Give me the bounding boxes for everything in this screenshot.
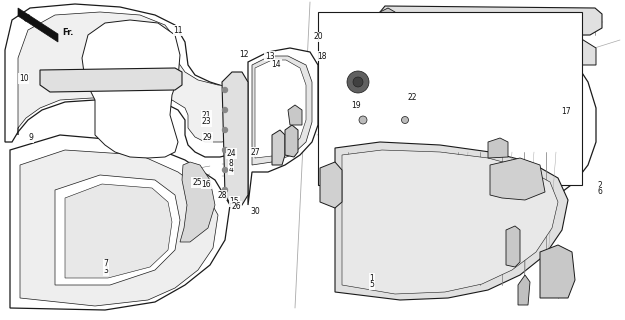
Circle shape	[428, 83, 432, 87]
Text: 28: 28	[217, 191, 227, 200]
Text: 30: 30	[250, 207, 260, 216]
Circle shape	[222, 148, 228, 153]
Text: 1: 1	[369, 274, 374, 283]
Polygon shape	[398, 113, 412, 131]
Text: 6: 6	[598, 188, 602, 196]
Text: 4: 4	[229, 165, 234, 174]
Polygon shape	[320, 162, 342, 208]
Text: 19: 19	[351, 101, 361, 110]
Text: Fr.: Fr.	[62, 28, 73, 36]
Polygon shape	[65, 184, 172, 278]
Polygon shape	[488, 138, 508, 158]
Polygon shape	[180, 162, 215, 242]
Polygon shape	[380, 6, 602, 36]
Circle shape	[428, 163, 432, 167]
Text: 27: 27	[250, 148, 260, 156]
Polygon shape	[248, 48, 318, 205]
Circle shape	[428, 123, 432, 127]
FancyBboxPatch shape	[318, 12, 582, 185]
Text: 9: 9	[29, 133, 34, 142]
Polygon shape	[355, 108, 372, 132]
Polygon shape	[325, 134, 340, 157]
Text: 17: 17	[561, 107, 571, 116]
Polygon shape	[335, 142, 568, 300]
Text: 11: 11	[173, 26, 183, 35]
Circle shape	[400, 67, 410, 77]
Text: 10: 10	[19, 74, 29, 83]
Polygon shape	[272, 130, 285, 165]
Text: 14: 14	[271, 60, 281, 68]
Circle shape	[222, 167, 228, 172]
Polygon shape	[340, 45, 358, 68]
Polygon shape	[18, 12, 275, 142]
Polygon shape	[342, 150, 558, 294]
Text: 23: 23	[201, 117, 211, 126]
Polygon shape	[20, 150, 218, 306]
Polygon shape	[490, 158, 545, 200]
Text: 20: 20	[314, 32, 324, 41]
Circle shape	[222, 108, 228, 113]
Polygon shape	[320, 68, 340, 95]
Polygon shape	[55, 175, 180, 285]
Polygon shape	[380, 8, 395, 30]
Polygon shape	[518, 275, 530, 305]
Circle shape	[222, 87, 228, 92]
Circle shape	[401, 116, 409, 124]
Polygon shape	[285, 125, 298, 157]
Polygon shape	[252, 56, 312, 165]
Text: 16: 16	[201, 180, 211, 188]
Text: 25: 25	[192, 178, 202, 187]
Text: 12: 12	[239, 50, 249, 59]
Polygon shape	[82, 20, 180, 158]
Text: 13: 13	[265, 52, 275, 60]
Circle shape	[340, 64, 376, 100]
Circle shape	[222, 127, 228, 132]
Polygon shape	[415, 32, 596, 212]
Text: 21: 21	[201, 111, 211, 120]
Circle shape	[347, 71, 369, 93]
Polygon shape	[540, 35, 596, 65]
Polygon shape	[5, 4, 285, 157]
Text: 22: 22	[408, 93, 418, 102]
Text: 26: 26	[231, 202, 241, 211]
Polygon shape	[320, 98, 340, 132]
Circle shape	[428, 143, 432, 147]
Text: 15: 15	[229, 197, 239, 206]
Polygon shape	[415, 52, 428, 95]
Text: 5: 5	[369, 280, 374, 289]
Circle shape	[222, 188, 228, 193]
Polygon shape	[10, 135, 230, 310]
Text: 18: 18	[317, 52, 327, 60]
Circle shape	[428, 103, 432, 107]
Circle shape	[359, 116, 367, 124]
Polygon shape	[255, 60, 306, 158]
Polygon shape	[425, 52, 556, 194]
Polygon shape	[540, 245, 575, 298]
Circle shape	[353, 77, 363, 87]
Text: 8: 8	[229, 159, 234, 168]
Polygon shape	[18, 8, 58, 42]
Text: 2: 2	[598, 181, 602, 190]
Polygon shape	[222, 72, 248, 207]
Polygon shape	[40, 68, 182, 92]
Text: 3: 3	[104, 266, 109, 275]
Text: 29: 29	[202, 133, 212, 142]
Text: 24: 24	[226, 149, 236, 158]
Polygon shape	[432, 60, 545, 184]
Polygon shape	[288, 105, 302, 125]
Text: 7: 7	[104, 260, 109, 268]
Polygon shape	[375, 55, 387, 72]
Polygon shape	[506, 226, 520, 267]
